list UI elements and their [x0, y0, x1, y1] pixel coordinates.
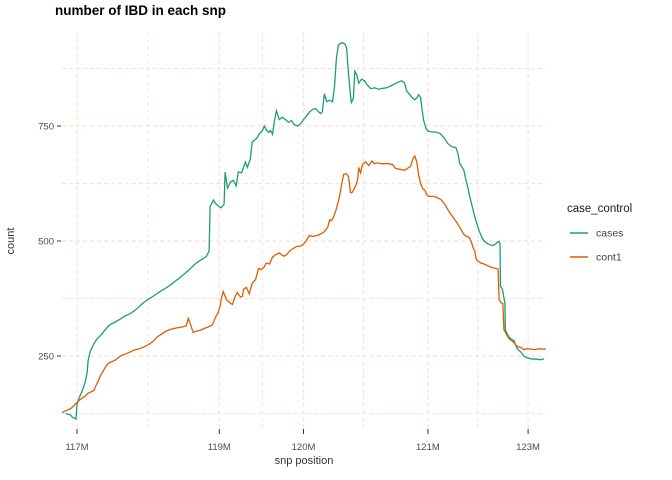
y-tick-label: 250 — [38, 352, 54, 363]
x-tick-label: 123M — [516, 442, 540, 453]
major-gridlines — [62, 32, 546, 428]
chart-title: number of IBD in each snp — [55, 3, 226, 18]
x-tick-label: 119M — [208, 442, 231, 453]
legend-label-cont1: cont1 — [596, 252, 622, 264]
legend-title: case_control — [567, 203, 632, 215]
x-tick-label: 117M — [65, 442, 88, 453]
x-tick-label: 121M — [416, 442, 440, 453]
axis-tick-labels: 250 500 750 117M 119M 120M 121M 123M — [38, 122, 540, 454]
x-tick-label: 120M — [292, 442, 316, 453]
y-tick-label: 500 — [38, 237, 54, 248]
legend-label-cases: cases — [596, 228, 623, 240]
legend-items: cases cont1 — [570, 228, 623, 264]
x-axis-title: snp position — [275, 455, 334, 467]
y-tick-label: 750 — [38, 122, 54, 133]
y-axis-title: count — [5, 228, 17, 255]
series-line-cases — [65, 41, 545, 421]
series-lines — [61, 41, 546, 421]
series-line-cont1 — [61, 154, 546, 414]
axis-ticks — [57, 125, 529, 434]
